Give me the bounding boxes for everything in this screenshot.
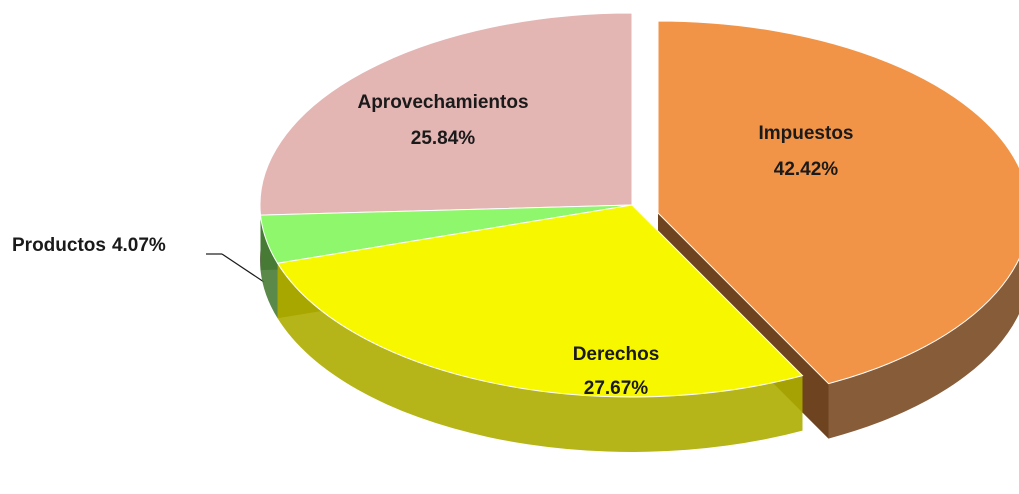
value-label: 27.67% (584, 378, 649, 399)
category-label: Derechos (573, 344, 660, 365)
value-label: 42.42% (774, 159, 839, 180)
slice-side-shade (260, 215, 278, 319)
slice (276, 204, 804, 398)
slice (657, 20, 1019, 385)
category-label: Productos 4.07% (12, 235, 166, 256)
category-label: Aprovechamientos (357, 92, 528, 113)
category-label: Productos (12, 235, 106, 256)
category-label: Impuestos (758, 123, 853, 144)
leader-line (221, 253, 265, 283)
slice (259, 12, 633, 216)
slice-side-shade (277, 263, 803, 452)
value-label: 4.07% (112, 235, 166, 256)
value-label: 25.84% (411, 128, 476, 149)
